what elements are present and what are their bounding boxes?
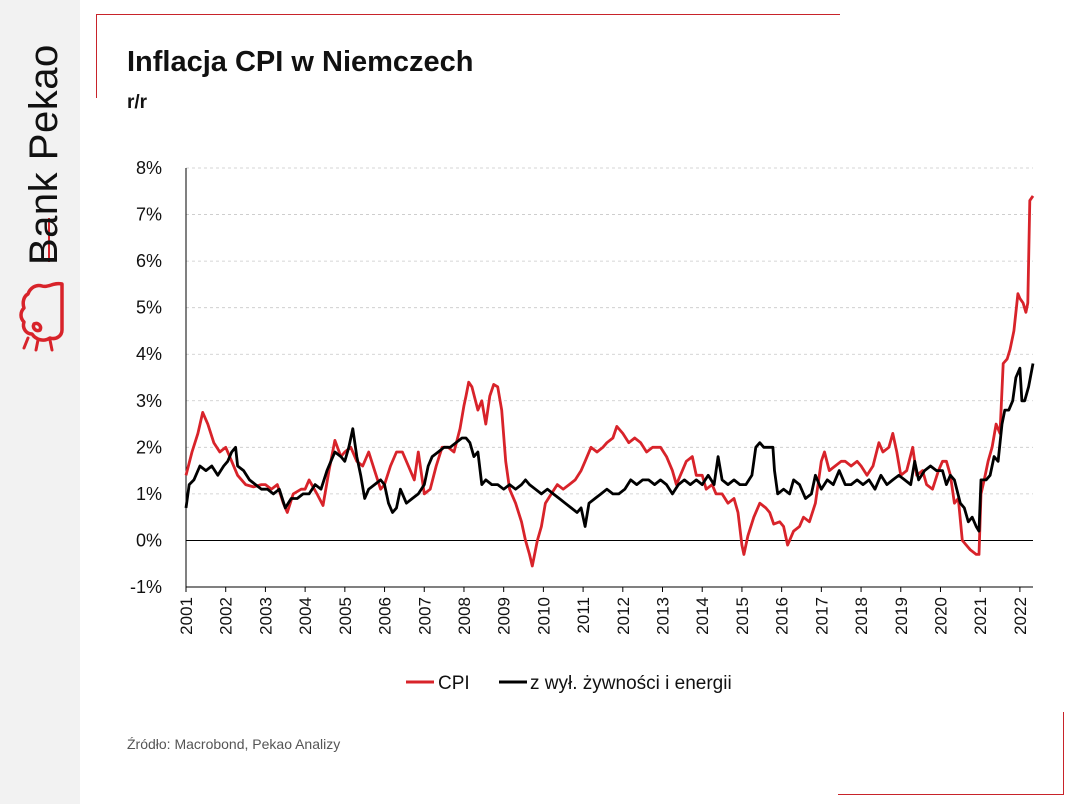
gridlines [186, 167, 1033, 588]
brand-sidebar: Bank Pekao [0, 0, 79, 804]
legend: CPI z wył. żywności i energii [406, 673, 732, 694]
y-tick-label: 8% [136, 158, 162, 178]
y-tick-label: 4% [136, 344, 162, 364]
frame-top-line [96, 14, 840, 15]
source-note: Źródło: Macrobond, Pekao Analizy [127, 736, 341, 752]
y-tick-label: 5% [136, 298, 162, 318]
chart-card [80, 0, 1081, 804]
x-tick-label: 2003 [256, 597, 275, 635]
chart-subtitle: r/r [127, 92, 148, 113]
x-tick-label: 2022 [1011, 597, 1030, 635]
frame-left-line [96, 14, 97, 98]
chart-title: Inflacja CPI w Niemczech [127, 46, 474, 78]
x-tick-label: 2020 [931, 597, 950, 635]
x-tick-label: 2013 [654, 597, 673, 635]
x-tick-label: 2019 [892, 597, 911, 635]
x-tick-label: 2001 [177, 597, 196, 635]
x-tick-label: 2007 [415, 597, 434, 635]
y-tick-label: 6% [136, 251, 162, 271]
x-axis: 2001 2002 2003 2004 2005 2006 2007 2008 2009 2010… [177, 168, 1033, 635]
bison-logo-icon [19, 281, 64, 352]
y-tick-label: 0% [136, 530, 162, 550]
y-tick-label: 1% [136, 484, 162, 504]
x-tick-label: 2015 [733, 597, 752, 635]
x-tick-label: 2004 [296, 597, 315, 635]
x-tick-label: 2012 [614, 597, 633, 635]
frame-right-line [1063, 712, 1064, 795]
y-tick-label: 7% [136, 205, 162, 225]
y-tick-label: 2% [136, 437, 162, 457]
y-tick-label: 3% [136, 391, 162, 411]
y-axis-ticks: -1% 0% 1% 2% 3% 4% 5% 6% 7% 8% [130, 158, 162, 597]
x-tick-label: 2018 [852, 597, 871, 635]
frame-bottom-line [838, 794, 1064, 795]
x-tick-label: 2005 [336, 597, 355, 635]
series-lines [184, 195, 1035, 568]
brand-separator [48, 218, 50, 262]
x-tick-label: 2017 [812, 597, 831, 635]
legend-label-1: z wył. żywności i energii [530, 673, 732, 694]
legend-label-0: CPI [438, 673, 470, 694]
cpi-series-line [184, 195, 1035, 568]
x-tick-label: 2021 [971, 597, 990, 635]
x-tick-label: 2011 [574, 597, 593, 634]
core-series-line [184, 363, 1035, 533]
x-tick-label: 2009 [495, 597, 514, 635]
x-tick-label: 2010 [534, 597, 553, 635]
x-tick-label: 2014 [693, 597, 712, 635]
x-tick-label: 2002 [217, 597, 236, 635]
y-tick-label: -1% [130, 577, 162, 597]
x-tick-label: 2016 [773, 597, 792, 635]
x-tick-label: 2006 [376, 597, 395, 635]
x-tick-label: 2008 [455, 597, 474, 635]
